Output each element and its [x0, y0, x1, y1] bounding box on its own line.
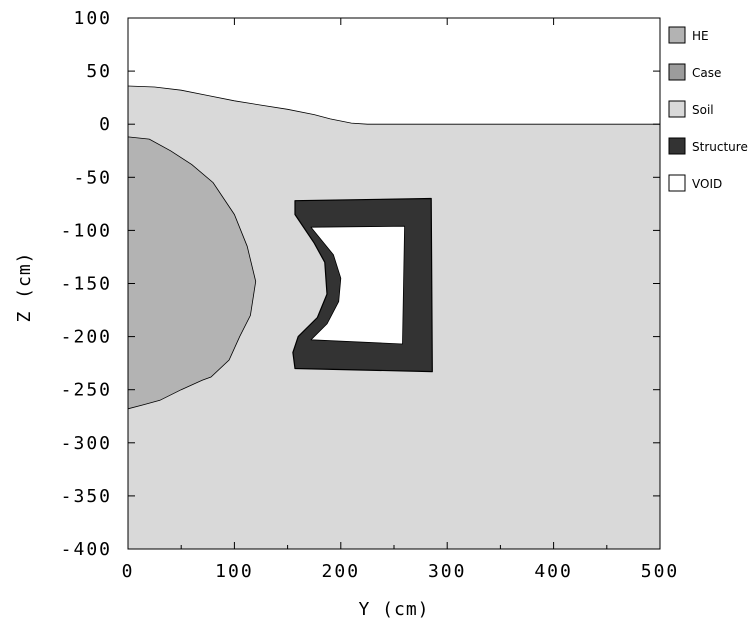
- legend-swatch-void: [668, 174, 686, 192]
- x-tick-label: 0: [122, 561, 135, 582]
- y-tick-label: -250: [61, 380, 112, 401]
- y-tick-label: -50: [73, 167, 112, 188]
- axes: 0 100 200 300 400 500100500-50-100-150-200-25…: [61, 8, 680, 582]
- legend-swatch-soil: [668, 100, 686, 118]
- he-charge-region: [127, 136, 257, 410]
- y-tick-label: -200: [61, 327, 112, 348]
- y-tick-label: -400: [61, 539, 112, 560]
- x-tick-label: 200: [322, 561, 361, 582]
- legend-swatch-case: [668, 63, 686, 81]
- legend-swatch-he: [668, 26, 686, 44]
- x-axis-title: Y (cm): [358, 599, 429, 620]
- legend-label-soil: Soil: [692, 103, 714, 117]
- x-tick-label: 400: [534, 561, 573, 582]
- legend: HE Case Soil Structure VOID: [668, 26, 748, 192]
- soil-surface-line: [127, 85, 660, 125]
- x-tick-label: 500: [641, 561, 680, 582]
- y-tick-label: -350: [61, 486, 112, 507]
- legend-label-he: HE: [692, 29, 709, 43]
- x-tick-label: 100: [215, 561, 254, 582]
- legend-label-void: VOID: [692, 177, 722, 191]
- legend-label-case: Case: [692, 66, 721, 80]
- y-tick-label: -300: [61, 433, 112, 454]
- y-axis-title: Z (cm): [14, 251, 35, 322]
- structure-void-region: [310, 225, 406, 345]
- y-tick-label: 0: [99, 114, 112, 135]
- y-tick-label: 50: [86, 61, 112, 82]
- legend-swatch-structure: [668, 137, 686, 155]
- y-tick-label: -100: [61, 220, 112, 241]
- material-regions: [127, 18, 660, 549]
- y-tick-label: -150: [61, 274, 112, 295]
- y-tick-label: 100: [73, 8, 112, 29]
- legend-label-structure: Structure: [692, 140, 748, 154]
- x-tick-label: 300: [428, 561, 467, 582]
